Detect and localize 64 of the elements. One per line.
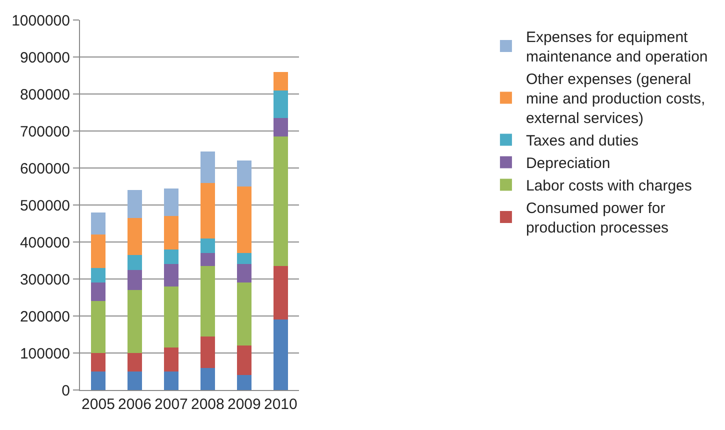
- y-tick-label: 100000: [20, 345, 70, 362]
- bar: [236, 264, 252, 283]
- y-tick-label: 900000: [20, 49, 70, 66]
- bar: [273, 266, 288, 320]
- bar: [164, 264, 179, 286]
- y-tick-label: 400000: [20, 234, 70, 252]
- x-tick-label: 2009: [227, 396, 261, 413]
- bar: [164, 286, 179, 348]
- bar: [127, 372, 142, 390]
- x-tick-label: 2007: [154, 396, 188, 413]
- bar: [273, 72, 288, 90]
- y-tick-label: 700000: [20, 123, 70, 140]
- legend-label: Other expenses (general mine and production costs, external services): [526, 71, 706, 128]
- bar: [127, 190, 142, 218]
- bar: [200, 336, 215, 368]
- bar: [236, 346, 252, 376]
- y-tick-label: 300000: [20, 271, 70, 288]
- legend-label: Consumed power for production processes: [526, 200, 669, 237]
- bar: [200, 266, 215, 336]
- y-tick-label: 800000: [20, 86, 70, 104]
- bar: [200, 151, 215, 183]
- bar: [90, 234, 106, 268]
- x-tick-label: 2008: [191, 396, 224, 413]
- y-tick-label: 600000: [20, 160, 70, 178]
- bar: [200, 182, 215, 238]
- bar: [273, 136, 288, 266]
- bar: [200, 368, 215, 390]
- bar: [164, 347, 179, 372]
- bar: [127, 254, 142, 270]
- bar: [164, 372, 179, 390]
- bar: [90, 372, 106, 390]
- y-tick-label: 500000: [20, 197, 70, 214]
- bar: [90, 301, 106, 353]
- y-tick-label: 0: [62, 382, 70, 400]
- bar: [200, 253, 215, 266]
- bar: [90, 282, 106, 302]
- bar: [200, 238, 215, 254]
- legend-label: Expenses for equipment maintenance and operation: [526, 29, 708, 66]
- y-tick-label: 1000000: [12, 12, 70, 30]
- bar: [273, 118, 288, 137]
- bar: [164, 216, 179, 250]
- y-tick-label: 200000: [20, 308, 70, 326]
- bar: [90, 353, 106, 372]
- bar: [127, 270, 142, 290]
- legend-label: Depreciation: [526, 155, 610, 172]
- bar: [90, 212, 106, 235]
- legend-label: Labor costs with charges: [526, 178, 692, 195]
- bar: [236, 282, 252, 346]
- legend-label: Taxes and duties: [526, 132, 639, 150]
- bar: [236, 186, 252, 254]
- bar: [236, 253, 252, 264]
- bar: [164, 188, 179, 216]
- bar: [236, 160, 252, 186]
- x-tick-label: 2006: [118, 396, 152, 413]
- bar: [127, 218, 142, 255]
- bar: [273, 320, 288, 390]
- bar: [127, 290, 142, 353]
- bar: [273, 90, 288, 118]
- bar: [127, 353, 142, 372]
- x-tick-label: 2010: [264, 396, 298, 413]
- bar: [90, 268, 106, 283]
- bar: [236, 375, 252, 390]
- x-tick-label: 2005: [82, 396, 115, 413]
- bar: [164, 249, 179, 264]
